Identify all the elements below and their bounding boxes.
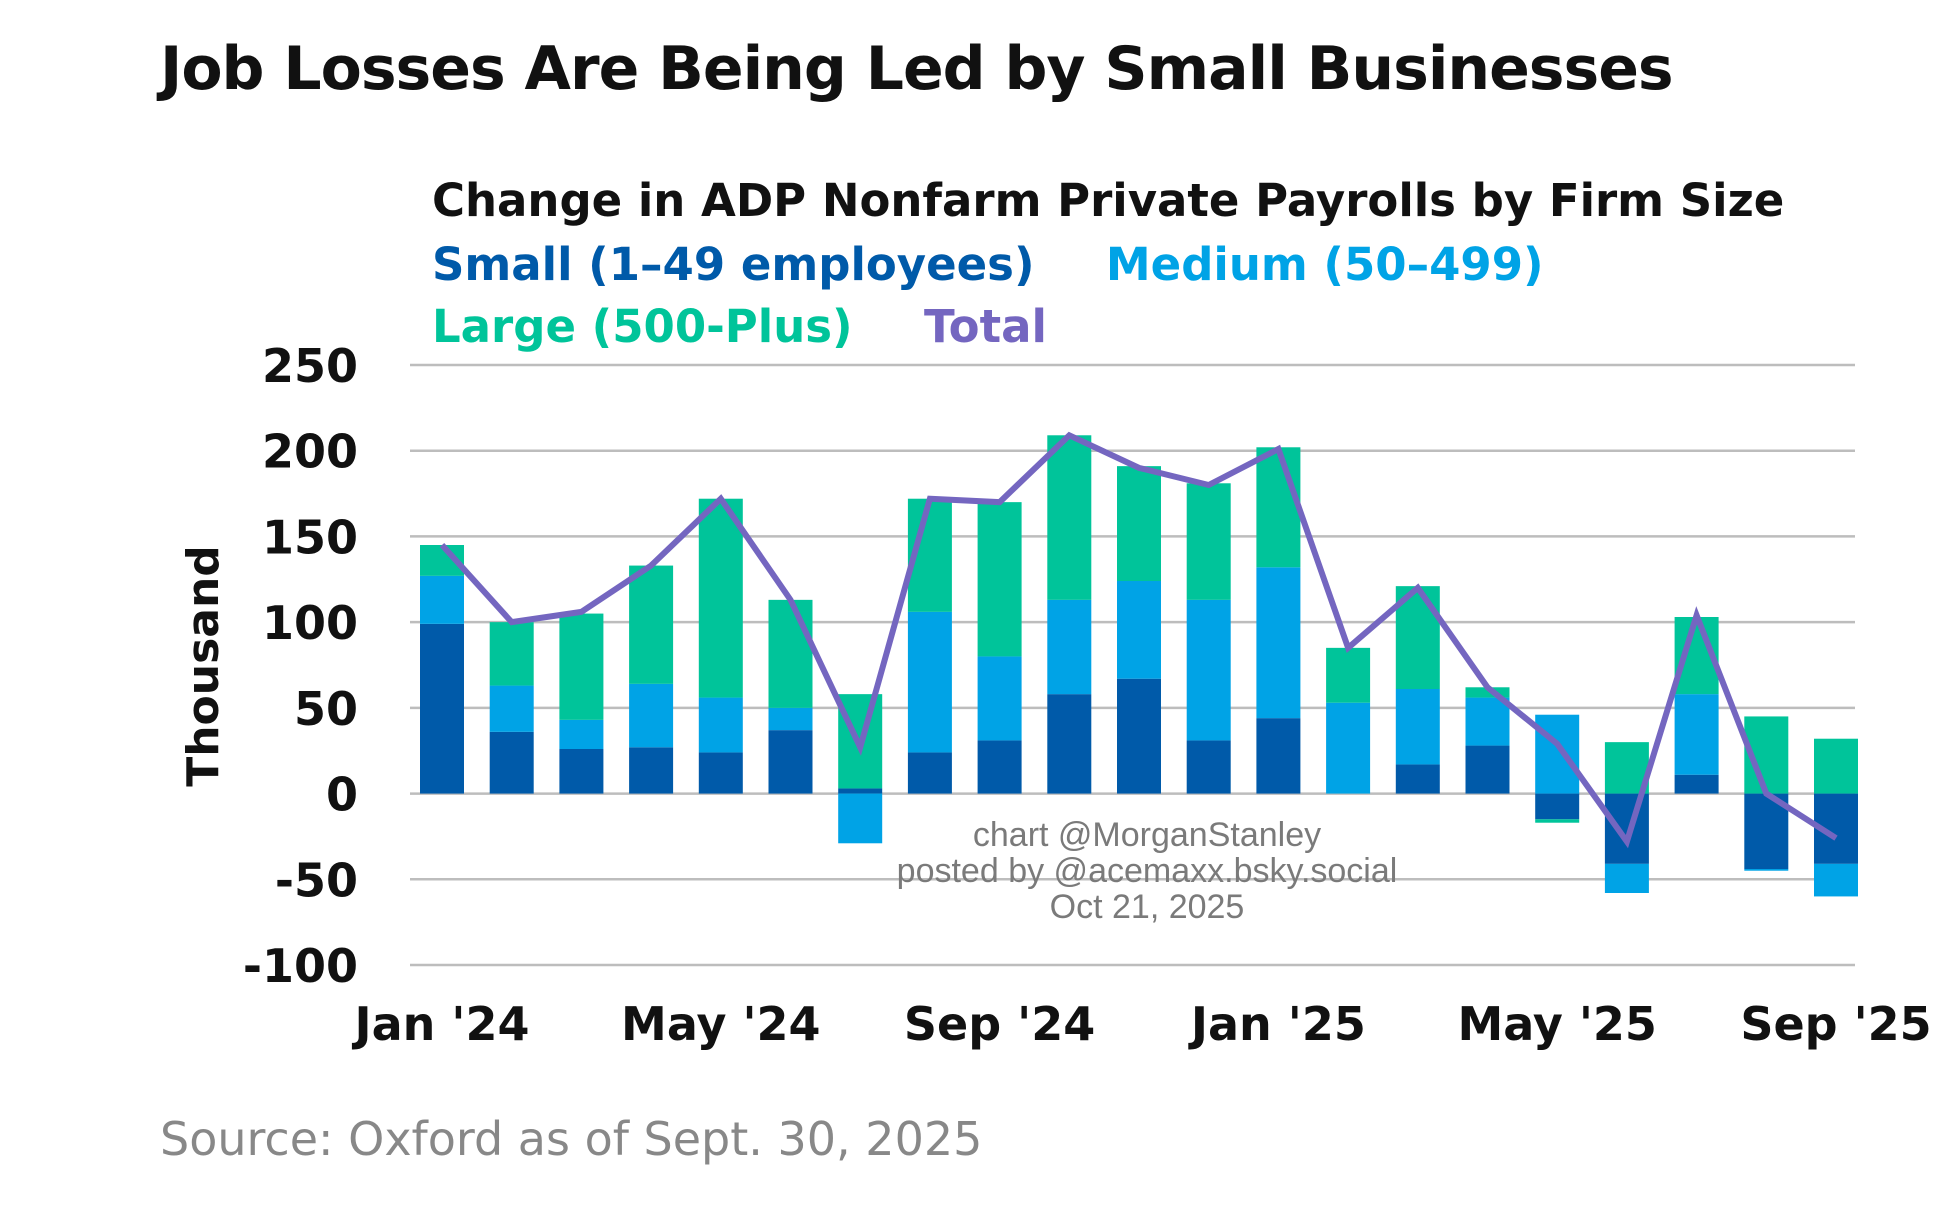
- bar-small: [838, 788, 883, 794]
- x-tick-label: May '25: [1457, 997, 1657, 1051]
- bar-medium: [1395, 689, 1440, 765]
- bar-large: [1047, 435, 1092, 600]
- bar-small: [1186, 740, 1231, 794]
- y-tick-label: -50: [275, 853, 358, 907]
- bar-small: [420, 623, 464, 794]
- bar-medium: [1047, 599, 1092, 695]
- bar-medium: [1604, 863, 1649, 893]
- legend-row-2: Large (500-Plus) Total: [432, 300, 1047, 353]
- bar-small: [1604, 793, 1649, 864]
- watermark-line: chart @MorganStanley: [973, 816, 1321, 854]
- x-tick-label: Jan '25: [1188, 997, 1366, 1051]
- bar-small: [1117, 678, 1161, 794]
- y-tick-label: 200: [262, 425, 358, 479]
- legend-small: Small (1–49 employees): [432, 238, 1035, 291]
- bar-small: [1395, 764, 1440, 794]
- bar-large: [1814, 738, 1858, 794]
- watermark-line: Oct 21, 2025: [1050, 888, 1245, 926]
- bar-small: [1674, 774, 1719, 794]
- watermark-line: posted by @acemaxx.bsky.social: [897, 852, 1398, 890]
- bar-medium: [768, 707, 813, 731]
- x-tick-label: Jan '24: [351, 997, 529, 1051]
- x-tick-label: Sep '24: [904, 997, 1095, 1051]
- bar-medium: [489, 685, 534, 732]
- bar-large: [1326, 647, 1371, 703]
- bar-small: [768, 730, 813, 794]
- bar-large: [1117, 466, 1161, 581]
- bar-large: [977, 502, 1022, 657]
- y-axis-label: Thousand: [178, 545, 229, 787]
- bar-small: [1535, 793, 1580, 820]
- bar-small: [1465, 745, 1510, 794]
- bar-small: [489, 731, 534, 794]
- bar-large: [1256, 447, 1301, 568]
- y-tick-label: 0: [326, 768, 358, 822]
- bar-large: [559, 613, 604, 720]
- bar-large: [1535, 819, 1580, 823]
- bar-medium: [698, 697, 743, 753]
- bar-small: [698, 752, 743, 794]
- bar-medium: [1814, 863, 1858, 897]
- bar-medium: [629, 683, 674, 748]
- bar-medium: [1117, 581, 1161, 679]
- bar-medium: [1674, 694, 1719, 775]
- legend-medium: Medium (50–499): [1105, 238, 1544, 291]
- bar-small: [977, 740, 1022, 794]
- y-tick-label: 50: [294, 682, 358, 736]
- x-tick-label: Sep '25: [1740, 997, 1931, 1051]
- bar-medium: [1744, 869, 1789, 871]
- y-tick-label: 150: [262, 510, 358, 564]
- bar-medium: [1535, 714, 1580, 794]
- bar-large: [1465, 687, 1510, 698]
- bar-medium: [907, 611, 952, 753]
- bar-small: [1256, 718, 1301, 794]
- bar-small: [629, 747, 674, 794]
- bar-small: [559, 749, 604, 794]
- bar-small: [907, 752, 952, 794]
- chart-title: Job Losses Are Being Led by Small Busine…: [160, 34, 1674, 104]
- chart-subtitle: Change in ADP Nonfarm Private Payrolls b…: [432, 174, 1785, 227]
- bar-medium: [1256, 567, 1301, 719]
- x-tick-label: May '24: [621, 997, 821, 1051]
- bar-medium: [1186, 599, 1231, 741]
- legend-row-1: Small (1–49 employees) Medium (50–499): [432, 238, 1544, 291]
- bar-medium: [420, 575, 464, 624]
- legend-large: Large (500-Plus): [432, 300, 853, 353]
- bar-medium: [559, 719, 604, 749]
- bar-medium: [1326, 702, 1371, 794]
- y-tick-label: 100: [262, 596, 358, 650]
- bar-medium: [977, 656, 1022, 741]
- bar-large: [1186, 483, 1231, 600]
- y-tick-label: -100: [243, 939, 358, 993]
- bar-large: [629, 565, 674, 684]
- bar-small: [1047, 694, 1092, 794]
- bar-large: [768, 599, 813, 708]
- bar-medium: [838, 793, 883, 844]
- bar-large: [489, 622, 534, 686]
- legend-total: Total: [923, 300, 1047, 353]
- bar-medium: [1465, 697, 1510, 746]
- bar-large: [698, 498, 743, 698]
- y-tick-label: 250: [262, 339, 358, 393]
- source-note: Source: Oxford as of Sept. 30, 2025: [160, 1112, 983, 1166]
